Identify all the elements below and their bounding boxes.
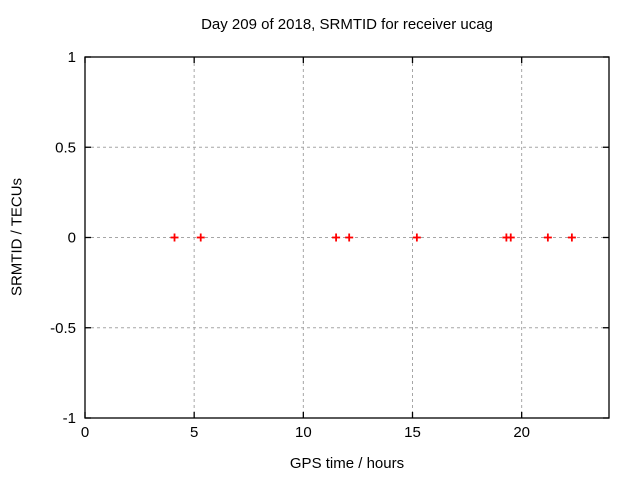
y-tick-label: -0.5 <box>50 320 76 337</box>
x-tick-label: 5 <box>190 424 198 441</box>
chart-title: Day 209 of 2018, SRMTID for receiver uca… <box>201 16 493 33</box>
y-tick-label: 1 <box>68 49 76 66</box>
y-tick-label: 0 <box>68 230 76 247</box>
x-tick-label: 15 <box>404 424 421 441</box>
y-tick-label: -1 <box>63 410 76 427</box>
x-tick-label: 10 <box>295 424 312 441</box>
x-axis-label: GPS time / hours <box>289 455 405 472</box>
x-tick-label: 0 <box>81 424 89 441</box>
y-tick-label: 0.5 <box>55 139 76 156</box>
x-tick-label: 20 <box>513 424 530 441</box>
